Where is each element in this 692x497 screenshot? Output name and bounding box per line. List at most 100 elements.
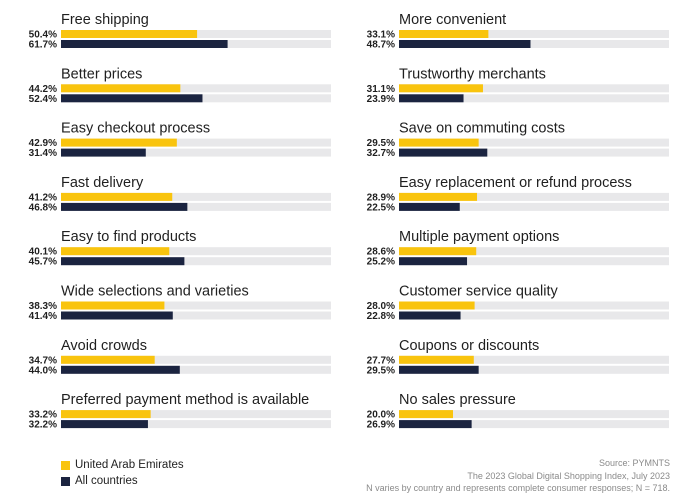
bar-all-preferred-payment-method-is-available	[61, 420, 148, 429]
bar-track-all-more-convenient	[399, 40, 669, 48]
bar-track-uae-better-prices	[61, 84, 331, 93]
source-note: Source: PYMNTS	[598, 458, 670, 468]
value-label-uae-no-sales-pressure: 20.0%	[367, 410, 395, 421]
category-label-free-shipping: Free shipping	[61, 12, 149, 28]
bar-track-all-preferred-payment-method-is-available	[61, 420, 331, 429]
category-label-easy-replacement-or-refund-process: Easy replacement or refund process	[399, 175, 632, 191]
bar-all-trustworthy-merchants	[399, 94, 464, 103]
bar-uae-coupons-or-discounts	[399, 355, 474, 364]
category-label-save-on-commuting-costs: Save on commuting costs	[399, 121, 565, 137]
bar-all-free-shipping	[61, 40, 228, 48]
bar-chart: Free shipping 50.4%61.7% Better prices 44.2…	[29, 12, 669, 431]
value-label-all-better-prices: 52.4%	[29, 94, 57, 105]
legend-label-uae: United Arab Emirates	[75, 459, 184, 471]
bar-track-uae-easy-checkout-process	[61, 138, 331, 147]
category-label-avoid-crowds: Avoid crowds	[61, 338, 147, 354]
category-label-wide-selections-and-varieties: Wide selections and varieties	[61, 284, 249, 300]
bar-uae-preferred-payment-method-is-available	[61, 410, 151, 419]
bar-track-all-coupons-or-discounts	[399, 365, 669, 374]
value-label-uae-better-prices: 44.2%	[29, 84, 57, 95]
legend-swatch-all	[61, 476, 70, 486]
value-label-all-customer-service-quality: 22.8%	[367, 311, 395, 322]
value-label-all-avoid-crowds: 44.0%	[29, 365, 57, 376]
bar-all-no-sales-pressure	[399, 420, 472, 429]
value-label-uae-preferred-payment-method-is-available: 33.2%	[29, 410, 57, 421]
value-label-uae-easy-to-find-products: 40.1%	[29, 247, 57, 258]
bar-uae-better-prices	[61, 84, 181, 93]
category-label-easy-to-find-products: Easy to find products	[61, 229, 196, 245]
bar-all-multiple-payment-options	[399, 257, 468, 266]
value-label-uae-trustworthy-merchants: 31.1%	[367, 84, 395, 95]
bar-track-uae-save-on-commuting-costs	[399, 138, 669, 147]
bar-uae-customer-service-quality	[399, 301, 475, 310]
value-label-uae-coupons-or-discounts: 27.7%	[367, 355, 395, 366]
bar-all-coupons-or-discounts	[399, 365, 479, 374]
category-label-more-convenient: More convenient	[399, 12, 506, 28]
category-label-trustworthy-merchants: Trustworthy merchants	[399, 66, 546, 82]
bar-track-all-multiple-payment-options	[399, 257, 669, 266]
value-label-all-save-on-commuting-costs: 32.7%	[367, 148, 395, 159]
bar-track-uae-no-sales-pressure	[399, 410, 669, 419]
value-label-all-easy-replacement-or-refund-process: 22.5%	[367, 202, 395, 213]
bar-all-save-on-commuting-costs	[399, 148, 488, 157]
category-label-coupons-or-discounts: Coupons or discounts	[399, 338, 539, 354]
value-label-all-trustworthy-merchants: 23.9%	[367, 94, 395, 105]
value-label-all-easy-checkout-process: 31.4%	[29, 148, 57, 159]
value-label-uae-free-shipping: 50.4%	[29, 30, 57, 41]
bar-all-better-prices	[61, 94, 203, 103]
bar-uae-trustworthy-merchants	[399, 84, 483, 93]
bar-all-easy-to-find-products	[61, 257, 185, 266]
category-label-better-prices: Better prices	[61, 66, 142, 82]
category-label-easy-checkout-process: Easy checkout process	[61, 121, 210, 137]
bar-track-uae-coupons-or-discounts	[399, 355, 669, 364]
bar-all-fast-delivery	[61, 202, 188, 211]
bar-uae-fast-delivery	[61, 192, 173, 201]
bar-all-customer-service-quality	[399, 311, 461, 320]
study-note: The 2023 Global Digital Shopping Index, …	[467, 470, 670, 481]
bar-uae-free-shipping	[61, 30, 198, 38]
bar-uae-multiple-payment-options	[399, 247, 477, 256]
bar-track-all-avoid-crowds	[61, 365, 331, 374]
bar-track-uae-wide-selections-and-varieties	[61, 301, 331, 310]
value-label-all-free-shipping: 61.7%	[29, 40, 57, 51]
category-label-fast-delivery: Fast delivery	[61, 175, 144, 191]
value-label-uae-avoid-crowds: 34.7%	[29, 355, 57, 366]
bar-uae-easy-replacement-or-refund-process	[399, 192, 478, 201]
value-label-uae-easy-replacement-or-refund-process: 28.9%	[367, 192, 395, 203]
bar-track-all-no-sales-pressure	[399, 420, 669, 429]
value-label-all-no-sales-pressure: 26.9%	[367, 420, 395, 431]
bar-all-easy-replacement-or-refund-process	[399, 202, 460, 211]
bar-track-all-easy-to-find-products	[61, 257, 331, 266]
bar-track-uae-avoid-crowds	[61, 355, 331, 364]
bar-uae-wide-selections-and-varieties	[61, 301, 165, 310]
bar-uae-easy-checkout-process	[61, 138, 177, 147]
bar-all-avoid-crowds	[61, 365, 180, 374]
bar-track-all-trustworthy-merchants	[399, 94, 669, 103]
legend: United Arab Emirates All countries	[61, 457, 184, 489]
value-label-all-more-convenient: 48.7%	[367, 40, 395, 51]
bar-uae-avoid-crowds	[61, 355, 155, 364]
value-label-all-multiple-payment-options: 25.2%	[367, 257, 395, 268]
value-label-all-fast-delivery: 46.8%	[29, 202, 57, 213]
bar-uae-easy-to-find-products	[61, 247, 170, 256]
value-label-all-wide-selections-and-varieties: 41.4%	[29, 311, 57, 322]
bar-track-all-fast-delivery	[61, 202, 331, 211]
value-label-uae-multiple-payment-options: 28.6%	[367, 247, 395, 258]
category-label-multiple-payment-options: Multiple payment options	[399, 229, 559, 245]
bar-track-all-wide-selections-and-varieties	[61, 311, 331, 320]
value-label-uae-more-convenient: 33.1%	[367, 30, 395, 41]
value-label-uae-fast-delivery: 41.2%	[29, 192, 57, 203]
bar-uae-save-on-commuting-costs	[399, 138, 479, 147]
category-label-no-sales-pressure: No sales pressure	[399, 392, 516, 408]
value-label-all-easy-to-find-products: 45.7%	[29, 257, 57, 268]
value-label-all-coupons-or-discounts: 29.5%	[367, 365, 395, 376]
value-label-all-preferred-payment-method-is-available: 32.2%	[29, 420, 57, 431]
legend-item-all: All countries	[61, 473, 184, 489]
bar-track-uae-multiple-payment-options	[399, 247, 669, 256]
value-label-uae-save-on-commuting-costs: 29.5%	[367, 138, 395, 149]
bar-track-uae-trustworthy-merchants	[399, 84, 669, 93]
bar-track-all-customer-service-quality	[399, 311, 669, 320]
bar-track-all-save-on-commuting-costs	[399, 148, 669, 157]
bar-track-uae-easy-replacement-or-refund-process	[399, 192, 669, 201]
bar-track-all-easy-checkout-process	[61, 148, 331, 157]
